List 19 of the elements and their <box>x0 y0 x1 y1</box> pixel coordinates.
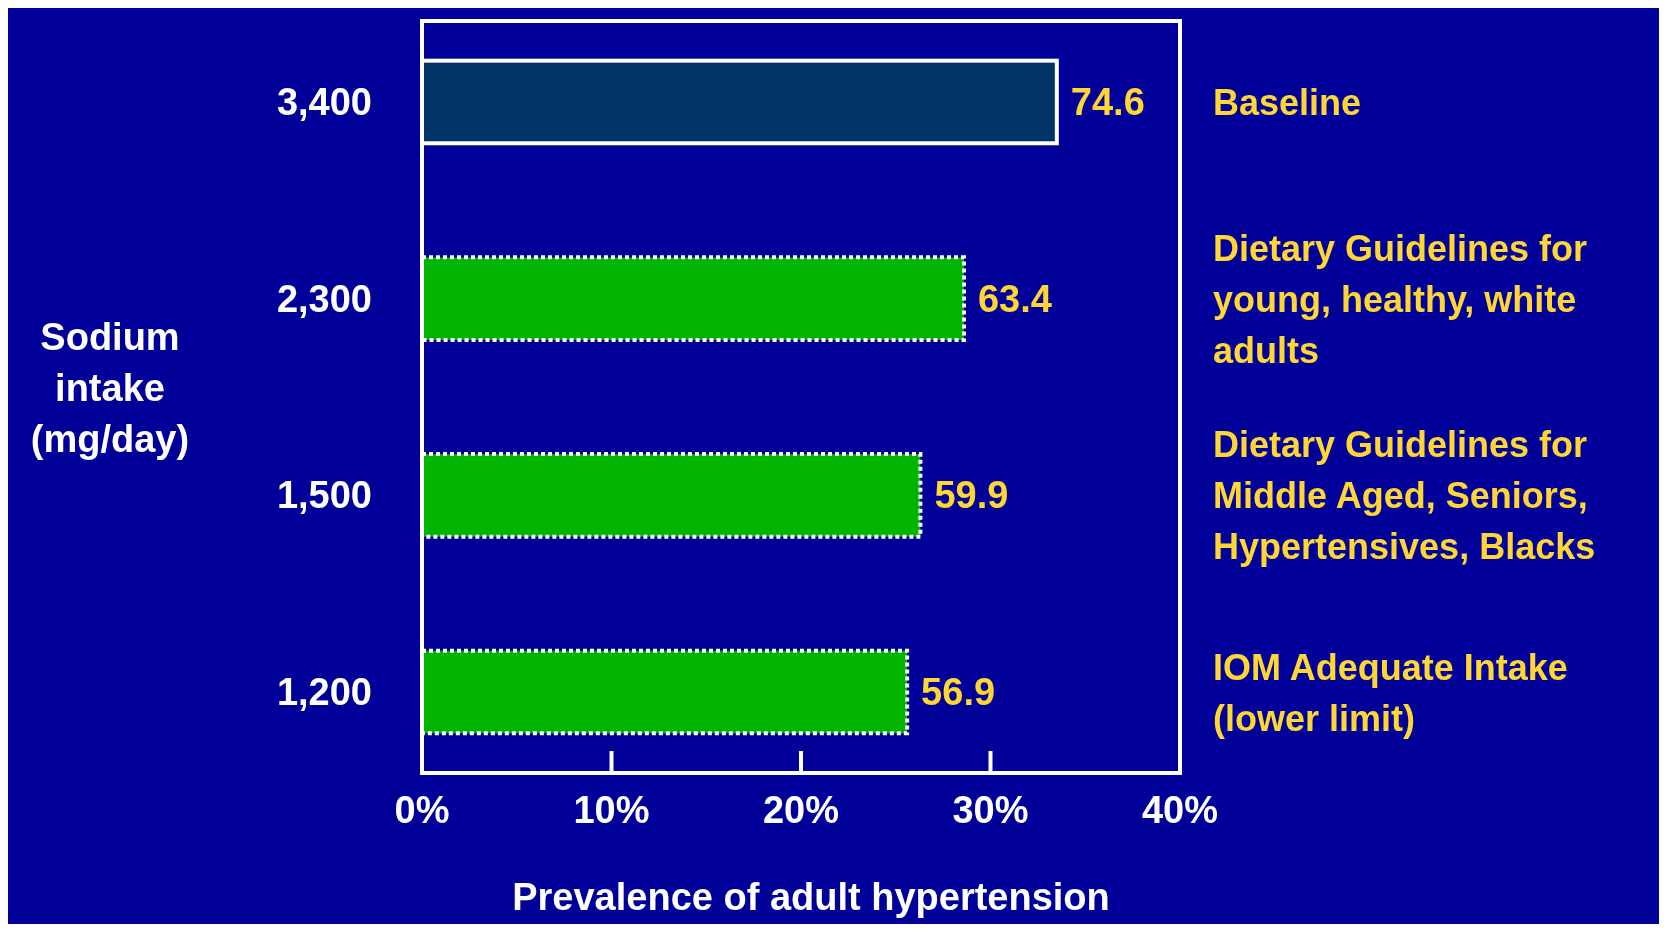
annotation: 63.4 <box>977 277 1052 320</box>
text: IOM Adequate Intake (lower limit) <box>1213 646 1568 739</box>
x-tick-label: 30% <box>952 789 1029 831</box>
y-tick-label: 1,200 <box>276 671 372 714</box>
text: Dietary Guidelines for young, healthy, white adults <box>1213 227 1588 371</box>
text: Dietary Guidelines for Middle Aged, Seniors, Hypertensives, Blacks <box>1213 423 1596 567</box>
text: Baseline <box>1213 81 1362 123</box>
y-tick-label: 2,300 <box>276 277 372 320</box>
x-tick-label: 10% <box>573 789 650 831</box>
annotation: 56.9 <box>921 671 996 714</box>
y-tick-label: 3,400 <box>276 80 372 123</box>
annotation: 59.9 <box>934 474 1009 517</box>
x-tick-label: 20% <box>762 789 840 831</box>
y-tick-label: 1,500 <box>276 474 372 517</box>
x-axis-title: Prevalence of adult hypertension <box>512 876 1110 918</box>
y-axis-title: Sodium intake (mg/day) <box>30 316 190 460</box>
annotation: 74.6 <box>1070 80 1145 123</box>
x-tick-label: 40% <box>1141 789 1219 831</box>
x-tick-label: 0% <box>394 789 450 831</box>
